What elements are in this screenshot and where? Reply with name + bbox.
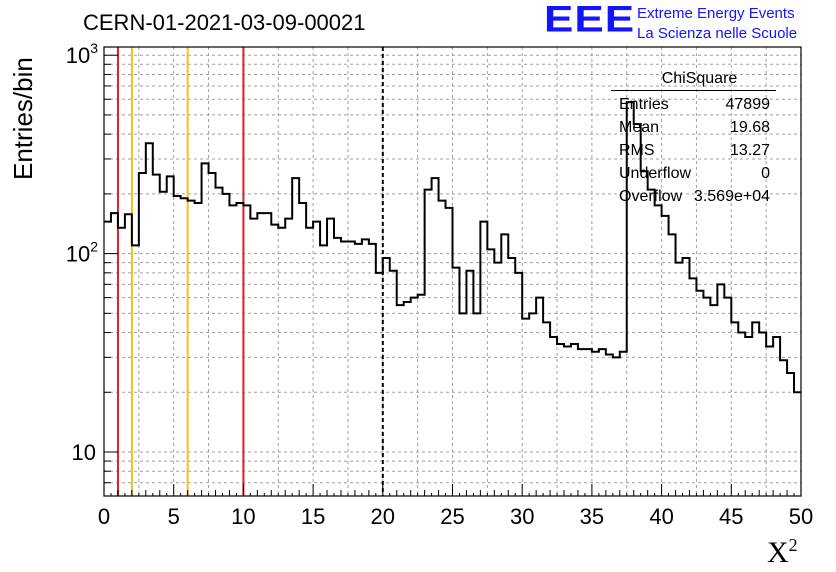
x-tick-label: 10 [231,504,255,529]
histogram-outline [104,101,801,394]
grid-lines [103,47,802,497]
x-tick-label: 45 [719,504,743,529]
y-axis-label: Entries/bin [8,57,38,180]
y-tick-label: 102 [66,239,98,267]
stats-key: Underflow [619,165,692,182]
marker-lines [116,47,384,496]
stats-row-entries: Entries 47899 [611,93,776,116]
x-tick-label: 40 [649,504,673,529]
stats-row-rms: RMS 13.27 [611,139,776,162]
stats-key: Mean [619,119,660,136]
x-axis-label: X2 [767,535,798,570]
stats-key: Overflow [619,188,683,205]
stats-value: 0 [761,165,770,182]
x-tick-label: 0 [98,504,110,529]
stats-key: RMS [619,142,655,159]
chart-title: CERN-01-2021-03-09-00021 [83,10,366,35]
stats-key: Entries [619,96,669,113]
x-tick-label: 25 [440,504,464,529]
x-tick-label: 5 [168,504,180,529]
eee-logo: EEE [544,0,636,41]
x-tick-label: 15 [301,504,325,529]
stats-row-mean: Mean 19.68 [611,116,776,139]
y-tick-label: 103 [66,40,98,68]
stats-row-underflow: Underflow 0 [611,162,776,185]
y-tick-label: 10 [72,440,96,465]
x-axis-label-exponent: 2 [788,535,798,555]
stats-value: 3.569e+04 [693,188,770,205]
stats-title: ChiSquare [611,68,776,91]
stats-value: 19.68 [729,119,770,136]
axes: 0 5 10 15 20 25 30 35 40 45 50 10 102 103 [66,40,814,529]
x-axis-label-base: X [767,536,789,569]
x-tick-label: 35 [580,504,604,529]
stats-value: 47899 [725,96,771,113]
x-tick-label: 30 [510,504,534,529]
stats-row-overflow: Overflow 3.569e+04 [611,185,776,208]
stats-value: 13.27 [729,142,770,159]
eee-tagline-2: La Scienza nelle Scuole [637,25,798,42]
x-tick-label: 20 [371,504,395,529]
stats-box: ChiSquare Entries 47899 Mean 19.68 RMS 13.2… [611,68,776,208]
eee-tagline-1: Extreme Energy Events [637,5,795,22]
x-tick-label: 50 [789,504,813,529]
